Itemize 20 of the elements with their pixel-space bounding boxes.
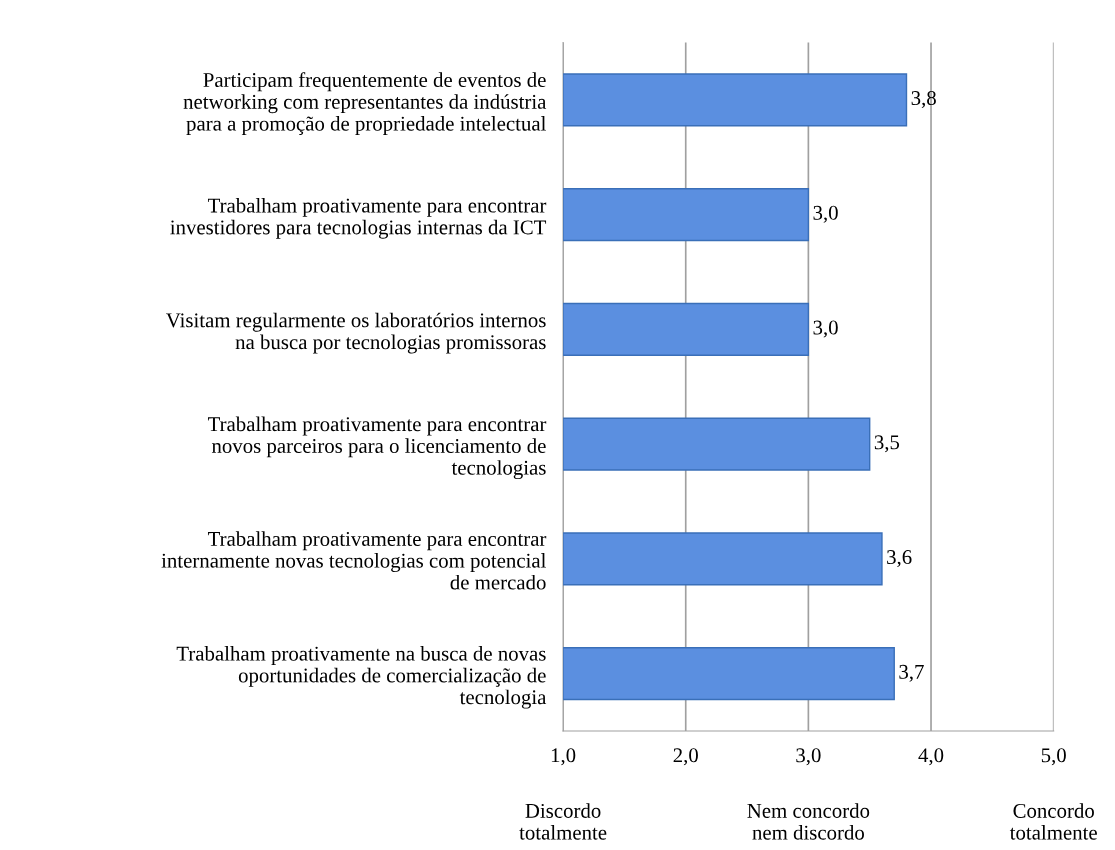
y-tick-label: Trabalham proativamente para encontrar investidores para tecnologias internas da ICT bbox=[170, 197, 547, 239]
y-tick-label: Trabalham proativamente para encontrar novos parceiros para o licenciamento de tecnologias bbox=[207, 416, 547, 480]
x-tick-label: 3,0 bbox=[796, 748, 821, 766]
y-tick-label: Trabalham proativamente na busca de novas oportunidades de comercialização de tecnologia bbox=[176, 646, 547, 709]
data-label: 3,6 bbox=[887, 550, 912, 568]
text: Concordo totalmente bbox=[1009, 803, 1097, 840]
y-tick-label: Trabalham proativamente para encontrar internamente novas tecnologias com potencial de mercado bbox=[161, 531, 547, 590]
y-tick-label: Participam frequentemente de eventos de networking com representantes da indústria para a promoção de propriedade intelectual bbox=[183, 72, 547, 135]
y-tick-label: Visitam regularmente os laboratórios internos na busca por tecnologias promissoras bbox=[166, 312, 546, 354]
x-tick-label: 1,0 bbox=[551, 748, 576, 766]
data-label: 3,5 bbox=[874, 435, 900, 453]
data-label: 3,8 bbox=[911, 91, 936, 109]
data-label: 3,0 bbox=[813, 205, 838, 223]
x-tick-label: 4,0 bbox=[918, 748, 944, 766]
x-tick-label: 5,0 bbox=[1041, 748, 1066, 766]
data-label: 3,7 bbox=[899, 664, 924, 682]
data-label: 3,0 bbox=[813, 320, 838, 338]
text: Nem concordo nem discordo bbox=[747, 803, 870, 840]
text: Discordo totalmente bbox=[519, 803, 607, 840]
x-tick-label: 2,0 bbox=[673, 748, 698, 766]
